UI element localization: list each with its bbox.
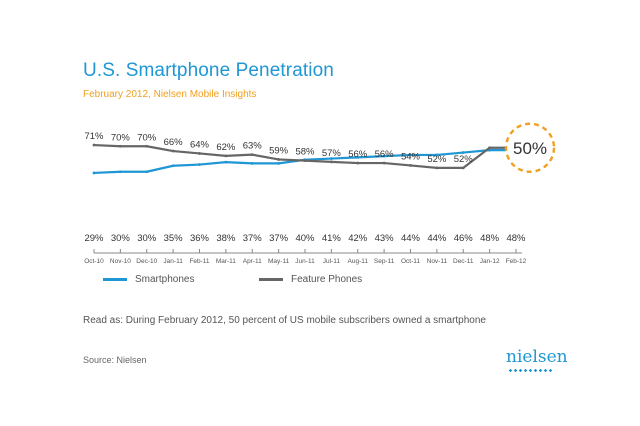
data-point-feature-phones-apr-11	[250, 153, 254, 157]
x-tick-label-nov-11: Nov-11	[427, 258, 448, 265]
data-point-smartphones-oct-10	[92, 171, 96, 175]
x-tick-label-apr-11: Apr-11	[243, 258, 262, 265]
data-label-smartphones-nov-10: 30%	[111, 233, 131, 244]
data-label-feature-phones-aug-11: 56%	[348, 149, 368, 160]
legend-label-feature-phones: Feature Phones	[291, 274, 363, 285]
data-label-smartphones-may-11: 37%	[269, 233, 289, 244]
data-label-smartphones-oct-11: 44%	[401, 233, 421, 244]
x-tick-label-mar-11: Mar-11	[216, 258, 236, 265]
data-point-smartphones-aug-11	[356, 155, 360, 159]
data-point-smartphones-dec-10	[145, 170, 149, 174]
x-tick-label-oct-10: Oct-10	[84, 258, 104, 265]
data-point-smartphones-mar-11	[224, 160, 228, 164]
data-label-feature-phones-oct-10: 71%	[84, 131, 104, 142]
x-tick-label-feb-11: Feb-11	[189, 258, 209, 265]
data-point-feature-phones-dec-10	[145, 144, 149, 148]
data-label-smartphones-apr-11: 37%	[243, 233, 263, 244]
data-point-smartphones-may-11	[277, 161, 281, 165]
data-point-feature-phones-dec-11	[461, 166, 465, 170]
data-label-feature-phones-jan-11: 66%	[164, 137, 184, 148]
data-label-feature-phones-mar-11: 62%	[216, 142, 236, 153]
legend-item-smartphones: Smartphones	[103, 274, 194, 285]
x-tick-label-nov-10: Nov-10	[110, 258, 131, 265]
data-label-feature-phones-may-11: 59%	[269, 145, 289, 156]
data-label-smartphones-jun-11: 40%	[295, 233, 315, 244]
data-point-feature-phones-may-11	[277, 158, 281, 161]
data-label-smartphones-feb-12: 48%	[506, 233, 526, 244]
x-tick-label-dec-11: Dec-11	[453, 258, 474, 265]
data-label-feature-phones-dec-11: 52%	[454, 154, 474, 165]
data-point-feature-phones-jul-11	[329, 160, 333, 164]
data-label-smartphones-dec-10: 30%	[137, 233, 157, 244]
data-label-feature-phones-nov-10: 70%	[111, 132, 131, 143]
data-label-feature-phones-feb-11: 64%	[190, 139, 210, 150]
data-point-smartphones-feb-11	[198, 163, 201, 166]
x-tick-label-aug-11: Aug-11	[348, 258, 369, 265]
data-label-feature-phones-jun-11: 58%	[295, 147, 315, 158]
data-label-smartphones-aug-11: 42%	[348, 233, 368, 244]
legend-label-smartphones: Smartphones	[135, 274, 195, 285]
data-label-feature-phones-apr-11: 63%	[243, 141, 263, 152]
x-tick-label-sep-11: Sep-11	[374, 258, 395, 265]
data-label-smartphones-jan-12: 48%	[480, 233, 500, 244]
x-tick-label-oct-11: Oct-11	[401, 258, 420, 265]
legend-swatch-smartphones	[103, 278, 127, 281]
data-label-smartphones-jul-11: 41%	[322, 233, 342, 244]
data-point-smartphones-jan-11	[171, 164, 175, 168]
data-point-feature-phones-feb-11	[198, 152, 201, 155]
chart-title: U.S. Smartphone Penetration	[83, 60, 334, 81]
data-label-smartphones-nov-11: 44%	[427, 233, 447, 244]
highlight-circle	[504, 122, 556, 173]
reading-note: Read as: During February 2012, 50 percen…	[83, 315, 486, 326]
data-point-feature-phones-mar-11	[224, 154, 228, 158]
data-point-feature-phones-nov-10	[118, 144, 122, 148]
data-point-smartphones-apr-11	[250, 161, 254, 165]
data-label-feature-phones-oct-11: 54%	[401, 151, 421, 162]
data-label-smartphones-sep-11: 43%	[375, 233, 395, 244]
data-point-feature-phones-jan-12	[488, 146, 492, 150]
x-tick-label-may-11: May-11	[268, 258, 290, 265]
x-tick-label-feb-12: Feb-12	[506, 258, 527, 265]
data-point-feature-phones-jan-11	[171, 149, 175, 153]
data-point-feature-phones-nov-11	[435, 166, 439, 170]
chart-subtitle: February 2012, Nielsen Mobile Insights	[83, 89, 257, 100]
data-point-smartphones-jul-11	[329, 157, 333, 160]
x-tick-label-jan-12: Jan-12	[480, 258, 500, 265]
data-label-feature-phones-sep-11: 56%	[375, 149, 395, 160]
data-label-smartphones-oct-10: 29%	[84, 233, 104, 244]
legend-item-feature-phones: Feature Phones	[259, 274, 362, 285]
source-text: Source: Nielsen	[83, 355, 147, 365]
chart-legend: Smartphones Feature Phones	[103, 274, 523, 290]
data-point-feature-phones-oct-11	[409, 164, 412, 167]
data-label-smartphones-jan-11: 35%	[164, 233, 184, 244]
data-label-feature-phones-nov-11: 52%	[427, 154, 447, 165]
data-point-feature-phones-jun-11	[303, 159, 307, 163]
legend-swatch-feature-phones	[259, 278, 283, 281]
data-point-feature-phones-aug-11	[356, 161, 360, 165]
x-tick-label-jan-11: Jan-11	[163, 258, 183, 265]
data-point-feature-phones-sep-11	[382, 161, 386, 165]
data-point-smartphones-dec-11	[461, 151, 465, 154]
data-label-smartphones-mar-11: 38%	[216, 233, 236, 244]
data-point-smartphones-oct-11	[409, 153, 412, 157]
data-point-smartphones-sep-11	[382, 154, 386, 158]
data-point-smartphones-nov-11	[435, 153, 439, 157]
nielsen-logo: nielsen	[506, 347, 568, 367]
data-label-feature-phones-dec-10: 70%	[137, 132, 157, 143]
data-point-smartphones-nov-10	[118, 170, 122, 174]
x-tick-label-jul-11: Jul-11	[323, 258, 341, 265]
data-label-smartphones-feb-11: 36%	[190, 233, 210, 244]
x-tick-label-jun-11: Jun-11	[295, 258, 315, 265]
nielsen-logo-dots	[508, 369, 554, 372]
data-point-feature-phones-oct-10	[92, 143, 96, 147]
highlight-label: 50%	[513, 139, 547, 158]
data-label-feature-phones-jul-11: 57%	[322, 148, 342, 159]
data-label-smartphones-dec-11: 46%	[454, 233, 474, 244]
x-tick-label-dec-10: Dec-10	[136, 258, 157, 265]
